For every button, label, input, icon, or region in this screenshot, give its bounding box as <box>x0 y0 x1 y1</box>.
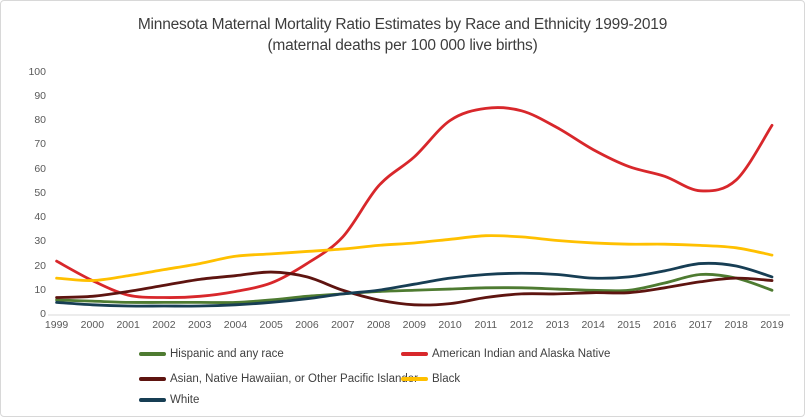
legend-swatch-white <box>139 398 166 402</box>
y-tick-label: 30 <box>34 235 46 248</box>
y-tick-label: 40 <box>34 211 46 223</box>
x-tick-label: 2015 <box>617 319 641 331</box>
x-tick-label: 2000 <box>80 319 105 331</box>
x-tick-label: 2005 <box>259 319 283 331</box>
x-tick-label: 2009 <box>402 319 426 331</box>
y-tick-label: 10 <box>34 283 46 296</box>
y-tick-label: 20 <box>34 259 46 272</box>
legend-swatch-american-indian-alaska-native <box>401 352 428 356</box>
y-tick-label: 0 <box>40 308 46 320</box>
series-line-hispanic-and-any-race <box>55 272 774 304</box>
y-tick-label: 100 <box>28 65 46 78</box>
x-tick-label: 2007 <box>331 319 355 331</box>
x-tick-label: 2010 <box>438 319 462 331</box>
legend-item-black: Black <box>401 372 460 386</box>
legend-label-asian-nhpi: Asian, Native Hawaiian, or Other Pacific… <box>170 373 418 385</box>
y-tick-label: 50 <box>34 186 46 199</box>
y-tick-label: 60 <box>34 162 46 175</box>
series-line-asian-native-hawaiian-or-other-pacific-islander <box>55 270 774 307</box>
x-tick-label: 2016 <box>653 319 677 331</box>
x-tick-label: 2014 <box>581 319 605 331</box>
chart-title-line2: (maternal deaths per 100 000 live births… <box>267 37 538 54</box>
legend-item-white: White <box>139 393 199 407</box>
x-tick-label: 2013 <box>545 319 570 331</box>
chart-title: Minnesota Maternal Mortality Ratio Estim… <box>1 14 804 56</box>
y-tick-label: 70 <box>34 138 46 151</box>
legend-item-hispanic: Hispanic and any race <box>139 347 284 361</box>
legend-label-american-indian-alaska-native: American Indian and Alaska Native <box>432 348 611 360</box>
x-tick-label: 2019 <box>760 319 784 331</box>
legend-label-hispanic: Hispanic and any race <box>170 348 284 360</box>
series-line-white <box>55 261 774 308</box>
legend-item-asian-nhpi: Asian, Native Hawaiian, or Other Pacific… <box>139 372 418 386</box>
x-tick-label: 2001 <box>116 319 140 331</box>
legend-swatch-asian-nhpi <box>139 377 166 381</box>
x-tick-label: 2003 <box>187 319 212 331</box>
legend-swatch-black <box>401 377 428 381</box>
x-tick-label: 2011 <box>474 319 498 331</box>
legend-swatch-hispanic <box>139 352 166 356</box>
series-line-american-indian-and-alaska-native <box>55 106 774 299</box>
series-line-black <box>55 234 774 282</box>
legend-label-white: White <box>170 394 200 406</box>
x-tick-label: 2008 <box>366 319 391 331</box>
x-tick-label: 2002 <box>152 319 176 331</box>
x-tick-label: 2006 <box>295 319 319 331</box>
legend-label-black: Black <box>432 373 461 385</box>
chart-title-line1: Minnesota Maternal Mortality Ratio Estim… <box>137 16 668 33</box>
legend-item-american-indian-alaska-native: American Indian and Alaska Native <box>401 347 610 361</box>
y-tick-label: 90 <box>34 89 46 102</box>
x-tick-label: 2004 <box>223 319 248 331</box>
y-tick-label: 80 <box>34 114 46 126</box>
x-tick-label: 2018 <box>724 319 748 331</box>
x-tick-label: 2017 <box>688 319 713 331</box>
x-tick-label: 2012 <box>509 319 534 331</box>
x-tick-label: 1999 <box>44 319 69 331</box>
